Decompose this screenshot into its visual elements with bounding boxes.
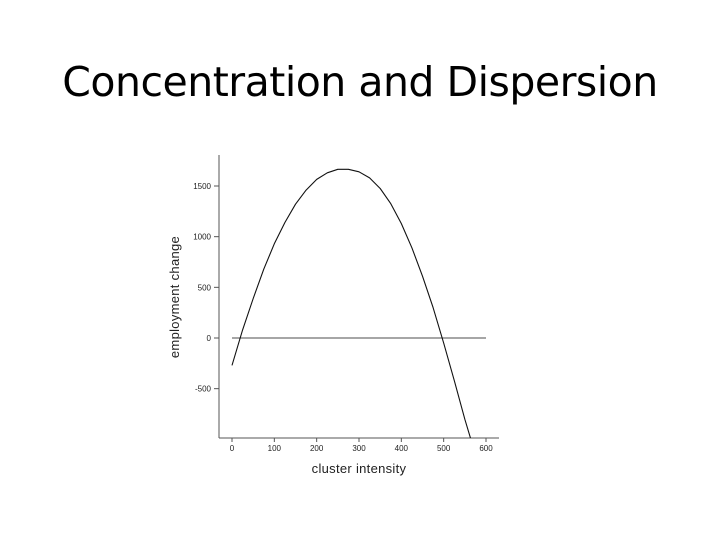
y-tick-label: 500 [198, 283, 212, 292]
employment-curve-line [231, 168, 472, 438]
x-tick-label: 0 [230, 444, 235, 453]
x-tick-label: 200 [310, 444, 324, 453]
y-axis-label: employment change [167, 236, 182, 358]
slide-title: Concentration and Dispersion [62, 58, 658, 106]
x-tick-label: 300 [352, 444, 366, 453]
series-layer [231, 168, 486, 438]
y-tick-label: 1000 [193, 233, 211, 242]
y-tick-group: -500 0 500 1000 1500 [193, 182, 219, 394]
x-tick-label: 400 [395, 444, 409, 453]
x-tick-group: 0 100 200 300 400 500 600 [230, 438, 493, 453]
y-tick-label: -500 [195, 385, 212, 394]
y-tick-label: 0 [207, 334, 212, 343]
x-tick-label: 100 [268, 444, 282, 453]
x-tick-label: 600 [479, 444, 493, 453]
x-tick-label: 500 [437, 444, 451, 453]
y-tick-label: 1500 [193, 182, 211, 191]
x-axis-label: cluster intensity [312, 461, 407, 476]
